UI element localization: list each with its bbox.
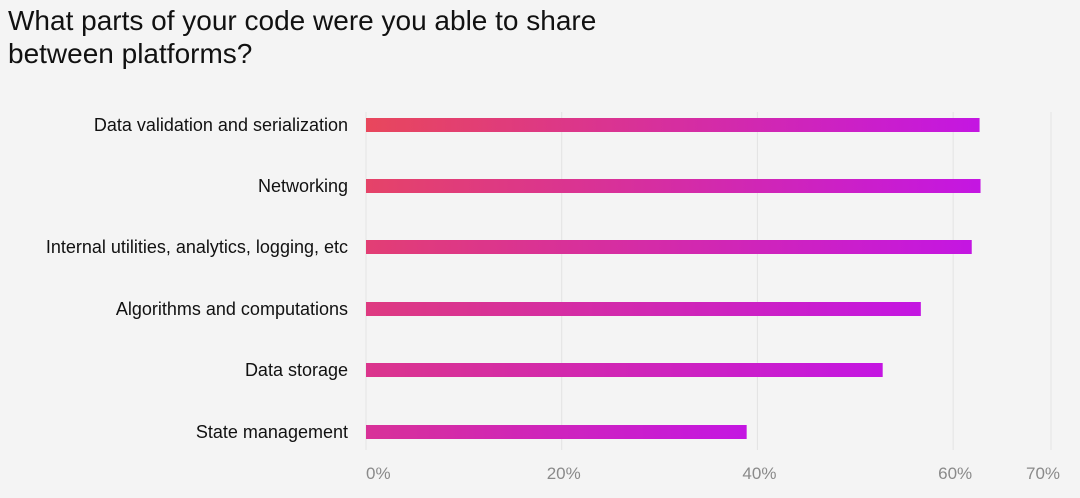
category-label: Networking [258, 176, 348, 196]
x-tick-label: 40% [742, 464, 776, 483]
category-label: State management [196, 422, 348, 442]
x-tick-label: 60% [938, 464, 972, 483]
x-tick-label: 70% [1026, 464, 1060, 483]
category-label: Data validation and serialization [94, 115, 348, 135]
category-label: Algorithms and computations [116, 299, 348, 319]
bar [366, 118, 980, 132]
chart-title: What parts of your code were you able to… [8, 5, 597, 69]
bar [366, 302, 921, 316]
category-label: Data storage [245, 360, 348, 380]
bar [366, 425, 747, 439]
bar [366, 179, 981, 193]
category-label: Internal utilities, analytics, logging, … [46, 237, 348, 257]
x-tick-label: 20% [547, 464, 581, 483]
bar [366, 240, 972, 254]
x-tick-label: 0% [366, 464, 391, 483]
bar [366, 363, 883, 377]
